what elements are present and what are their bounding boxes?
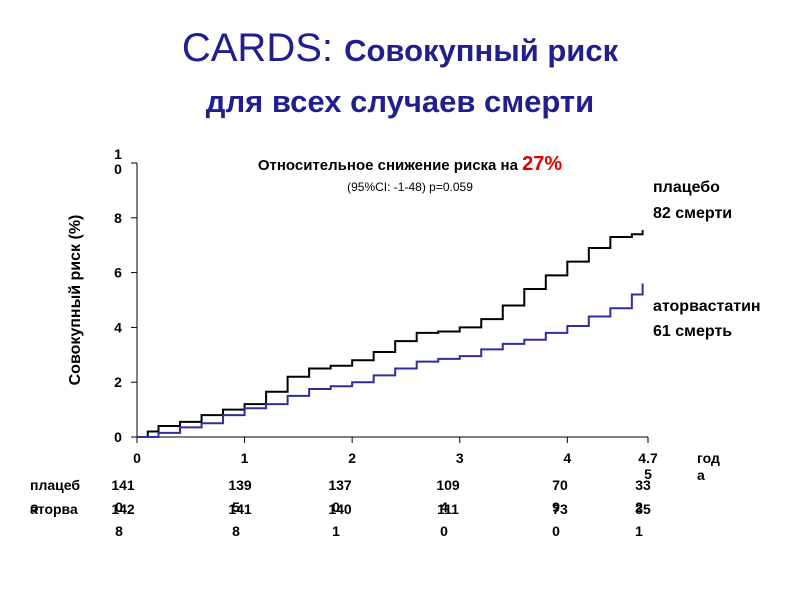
at-risk-value: 70 9 [552, 477, 568, 515]
at-risk-value: 109 4 [436, 477, 460, 515]
x-tick-label: 0 [133, 450, 141, 466]
x-tick-label: 1 [241, 450, 249, 466]
y-axis-label: Совокупный риск (%) [67, 215, 84, 386]
at-risk-value: 137 0 [328, 477, 352, 515]
risk-reduction-value: 27% [522, 153, 562, 175]
at-risk-value: 140 1 [328, 501, 352, 539]
legend-placebo-name: плацебо [653, 179, 720, 196]
risk-reduction-text: Относительное снижение риска на [258, 157, 522, 174]
x-tick-label: 4.7 5 [638, 450, 658, 482]
at-risk-value: 141 8 [228, 501, 252, 539]
at-risk-value: 33 2 [635, 477, 651, 515]
y-ticks: 0 2 4 6 8 1 0 [114, 146, 137, 445]
legend-placebo-deaths: 82 смерти [653, 205, 732, 222]
series-group [137, 230, 644, 438]
y-tick-label: 0 [114, 429, 122, 445]
y-tick-label: 2 [114, 374, 122, 390]
x-ticks: 0 1 2 3 4 4.7 5 [133, 437, 658, 482]
slide-title-line2: для всех случаев смерти [205, 84, 595, 119]
risk-reduction-annotation: Относительное снижение риска на 27% [258, 153, 563, 175]
series-line-atorvastatin [137, 283, 644, 438]
at-risk-value: 111 0 [437, 501, 459, 539]
series-line-placebo [137, 230, 644, 438]
title-rest: Совокупный риск [344, 33, 619, 68]
legend-atorvastatin-deaths: 61 смерть [653, 323, 732, 340]
at-risk-value: 139 5 [228, 477, 252, 515]
at-risk-table: плацеб о 141 0 139 5 137 0 109 4 70 9 33 2 аторва 142 8 1… [30, 477, 651, 539]
at-risk-value: 142 8 [111, 501, 135, 539]
x-axis-label-part1: год [697, 450, 720, 466]
x-axis-label-part2: а [697, 467, 705, 483]
confidence-interval: (95%CI: -1-48) p=0.059 [347, 180, 473, 194]
slide-title-line1: CARDS: Совокупный риск [0, 26, 800, 71]
x-tick-label: 4 [563, 450, 571, 466]
at-risk-row-label: аторва [30, 501, 78, 517]
at-risk-row-label: плацеб о [30, 477, 80, 515]
y-tick-label: 8 [114, 210, 122, 226]
title-prefix: CARDS: [181, 26, 345, 70]
legend-atorvastatin-name: аторвастатин [653, 298, 761, 315]
y-tick-label: 6 [114, 265, 122, 281]
y-tick-label: 4 [114, 319, 122, 335]
x-tick-label: 3 [456, 450, 464, 466]
at-risk-value: 35 1 [635, 501, 651, 539]
x-tick-label: 2 [348, 450, 356, 466]
at-risk-value: 73 0 [552, 501, 568, 539]
at-risk-value: 141 0 [111, 477, 135, 515]
